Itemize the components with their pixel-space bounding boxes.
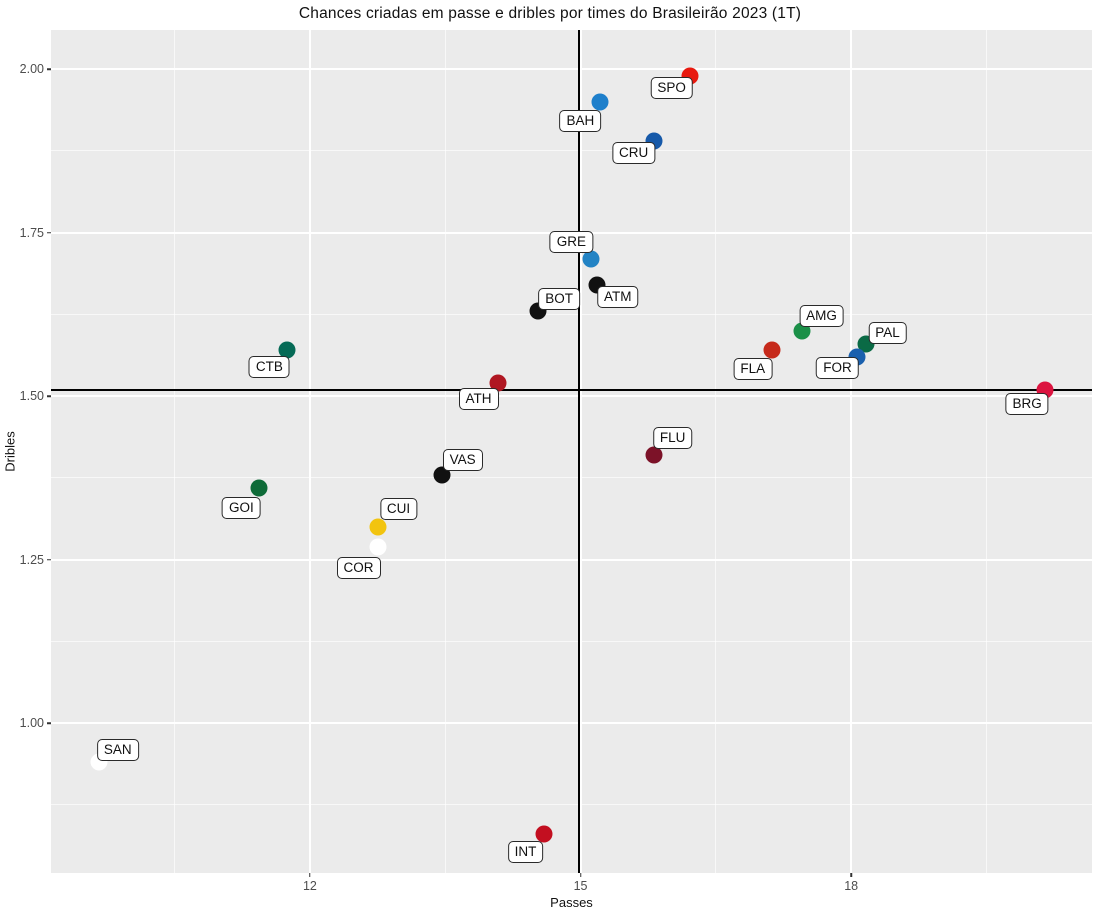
y-minor-gridline bbox=[51, 150, 1092, 152]
scatter-point-INT bbox=[535, 825, 553, 843]
y-gridline bbox=[51, 68, 1092, 71]
scatter-point-BAH bbox=[591, 93, 609, 111]
team-label-BRG: BRG bbox=[1005, 392, 1049, 415]
horizontal-reference-line bbox=[51, 388, 1092, 391]
y-tick-label: 1.75 bbox=[19, 225, 44, 240]
team-label-VAS: VAS bbox=[442, 448, 483, 471]
team-label-GOI: GOI bbox=[221, 496, 261, 519]
team-label-BOT: BOT bbox=[538, 288, 580, 311]
team-label-COR: COR bbox=[336, 556, 381, 579]
scatter-point-ATH bbox=[489, 374, 507, 392]
y-tick-label: 1.50 bbox=[19, 389, 44, 404]
y-tick-label: 1.00 bbox=[19, 716, 44, 731]
team-label-PAL: PAL bbox=[868, 321, 907, 344]
team-label-ATH: ATH bbox=[458, 388, 499, 411]
y-gridline bbox=[51, 722, 1092, 725]
y-tick-mark bbox=[47, 395, 51, 397]
y-tick-mark bbox=[47, 231, 51, 234]
plot-panel: SPO BAH CRU GRE ATM BOT AMG PAL FLA FOR CTB ATH BRG F… bbox=[51, 30, 1092, 873]
team-label-BAH: BAH bbox=[559, 109, 602, 132]
team-label-ATM: ATM bbox=[597, 286, 639, 309]
x-tick-label: 18 bbox=[844, 879, 859, 893]
x-minor-gridline bbox=[985, 30, 987, 873]
chart-title: Chances criadas em passe e dribles por t… bbox=[298, 5, 802, 22]
team-label-SAN: SAN bbox=[96, 739, 139, 762]
y-tick-label: 1.25 bbox=[19, 552, 44, 567]
team-label-SPO: SPO bbox=[650, 76, 693, 99]
y-axis-title: Dribles bbox=[2, 431, 18, 472]
x-tick-mark bbox=[579, 873, 582, 877]
x-gridline bbox=[579, 30, 582, 873]
scatter-point-COR bbox=[369, 538, 387, 556]
team-label-FOR: FOR bbox=[816, 356, 859, 379]
team-label-FLA: FLA bbox=[733, 358, 773, 381]
x-minor-gridline bbox=[715, 30, 717, 873]
team-label-FLU: FLU bbox=[652, 427, 693, 450]
y-tick-mark bbox=[47, 558, 51, 561]
team-label-GRE: GRE bbox=[549, 230, 593, 253]
x-gridline bbox=[308, 30, 311, 873]
x-tick-label: 15 bbox=[573, 879, 588, 893]
x-tick-mark bbox=[850, 873, 852, 877]
x-tick-mark bbox=[309, 873, 311, 877]
x-gridline bbox=[850, 30, 853, 873]
y-tick-mark bbox=[47, 722, 51, 724]
scatter-point-GOI bbox=[250, 479, 268, 497]
y-minor-gridline bbox=[51, 804, 1092, 806]
y-tick-label: 2.00 bbox=[19, 62, 44, 77]
team-label-AMG: AMG bbox=[799, 304, 844, 327]
x-axis-title: Passes bbox=[550, 895, 593, 910]
team-label-CRU: CRU bbox=[611, 142, 656, 165]
x-minor-gridline bbox=[174, 30, 176, 873]
scatter-point-CUI bbox=[369, 518, 387, 536]
scatter-point-FLU bbox=[645, 446, 663, 464]
y-gridline bbox=[51, 558, 1092, 561]
y-gridline bbox=[51, 395, 1092, 398]
y-minor-gridline bbox=[51, 313, 1092, 315]
team-label-INT: INT bbox=[507, 841, 544, 864]
y-tick-mark bbox=[47, 68, 51, 70]
y-minor-gridline bbox=[51, 477, 1092, 479]
scatter-point-CTB bbox=[278, 341, 296, 359]
vertical-reference-line bbox=[577, 30, 580, 873]
scatter-point-GRE bbox=[582, 250, 600, 268]
team-label-CUI: CUI bbox=[379, 498, 418, 521]
y-minor-gridline bbox=[51, 640, 1092, 642]
scatter-point-FLA bbox=[763, 341, 781, 359]
x-tick-label: 12 bbox=[302, 879, 317, 893]
team-label-CTB: CTB bbox=[248, 356, 290, 379]
